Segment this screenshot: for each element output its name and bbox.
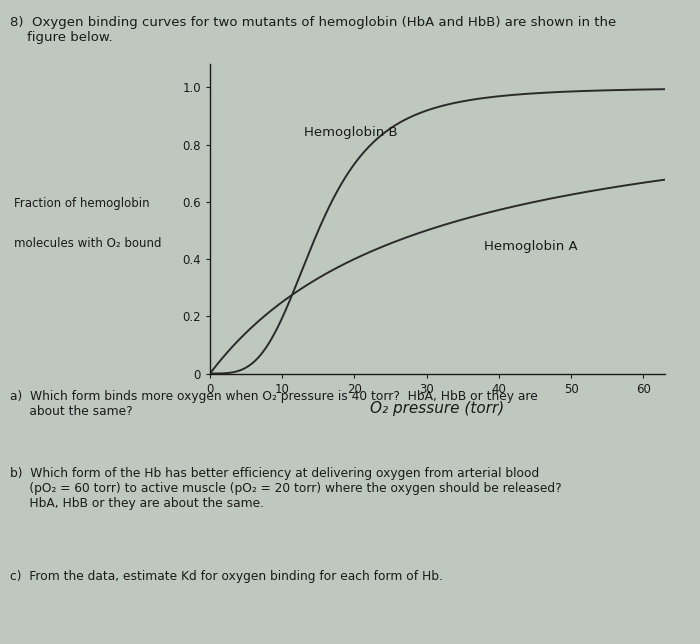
Text: b)  Which form of the Hb has better efficiency at delivering oxygen from arteria: b) Which form of the Hb has better effic… [10,467,562,510]
X-axis label: O₂ pressure (torr): O₂ pressure (torr) [370,401,505,416]
Text: Hemoglobin B: Hemoglobin B [304,126,398,139]
Text: c)  From the data, estimate Kd for oxygen binding for each form of Hb.: c) From the data, estimate Kd for oxygen… [10,570,443,583]
Text: Fraction of hemoglobin: Fraction of hemoglobin [14,197,150,210]
Text: Hemoglobin A: Hemoglobin A [484,240,578,254]
Text: a)  Which form binds more oxygen when O₂ pressure is 40 torr?  HbA, HbB or they : a) Which form binds more oxygen when O₂ … [10,390,538,417]
Text: molecules with O₂ bound: molecules with O₂ bound [14,237,162,250]
Text: 8)  Oxygen binding curves for two mutants of hemoglobin (HbA and HbB) are shown : 8) Oxygen binding curves for two mutants… [10,16,617,44]
